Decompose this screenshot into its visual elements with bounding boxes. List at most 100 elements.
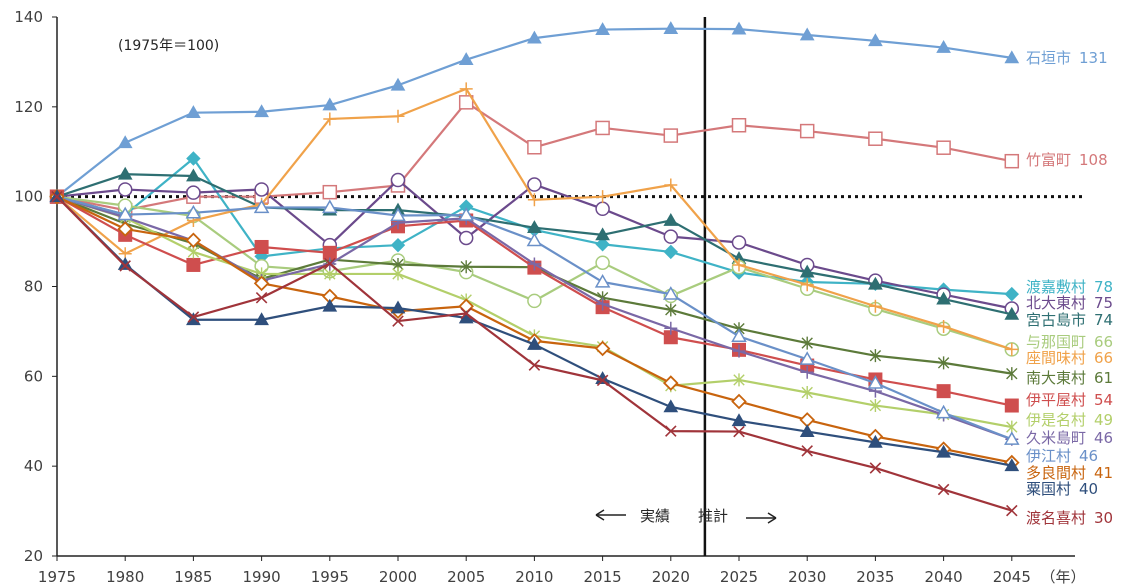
series-label-name: 渡嘉敷村 — [1026, 278, 1086, 296]
series-label: 渡名喜村 30 — [1026, 509, 1113, 527]
data-point — [458, 95, 474, 110]
data-point — [1004, 153, 1020, 169]
series-北大東村 — [49, 172, 1020, 316]
data-point — [460, 260, 472, 274]
series-渡名喜村 — [51, 190, 1018, 517]
data-point — [527, 140, 542, 155]
data-point — [527, 220, 542, 234]
data-point — [595, 237, 610, 252]
series-label: 座間味村 66 — [1026, 349, 1113, 367]
data-point — [733, 425, 745, 438]
data-point — [868, 131, 883, 146]
x-tick-label: 2020 — [652, 568, 690, 586]
data-point — [254, 104, 269, 118]
data-point — [867, 375, 884, 389]
data-point — [596, 190, 610, 204]
series-label-name: 与那国町 — [1026, 333, 1086, 351]
series-label-value: 66 — [1094, 333, 1113, 351]
data-point — [254, 239, 269, 254]
data-point — [117, 182, 133, 197]
series-label-name: 座間味村 — [1026, 349, 1086, 367]
series-label: 宮古島市 74 — [1026, 311, 1113, 329]
x-tick-label: 1975 — [38, 568, 76, 586]
data-point — [527, 293, 542, 309]
data-point — [800, 365, 814, 379]
data-point — [595, 201, 610, 217]
data-point — [460, 307, 472, 320]
data-point — [733, 373, 745, 387]
data-point — [663, 21, 679, 35]
data-point — [117, 206, 133, 221]
data-point — [392, 267, 404, 281]
data-point — [1006, 504, 1018, 517]
x-unit-label: （年） — [1040, 568, 1085, 586]
data-point — [869, 462, 882, 474]
series-label-value: 78 — [1094, 278, 1113, 296]
series-label-name: 渡名喜村 — [1026, 509, 1086, 527]
series-label-value: 54 — [1094, 391, 1113, 409]
index-note: (1975年＝100) — [118, 38, 219, 54]
y-tick-label: 120 — [14, 98, 43, 116]
series-label-name: 竹富町 — [1026, 151, 1071, 169]
data-point — [186, 151, 201, 166]
data-point — [458, 207, 474, 221]
data-point — [936, 384, 951, 399]
x-tick-label: 1990 — [243, 568, 281, 586]
data-point — [799, 123, 815, 139]
data-point — [595, 120, 610, 136]
data-point — [732, 258, 746, 272]
data-point — [935, 404, 952, 419]
data-point — [937, 319, 951, 333]
data-point — [936, 40, 951, 53]
data-point — [663, 399, 679, 413]
data-point — [665, 425, 677, 437]
data-point — [732, 344, 746, 358]
data-point — [390, 77, 406, 91]
data-point — [663, 212, 679, 226]
data-point — [528, 359, 541, 371]
data-point — [799, 27, 815, 41]
x-tick-label: 2000 — [379, 568, 417, 586]
data-point — [869, 349, 882, 363]
data-point — [185, 204, 202, 219]
data-point — [186, 105, 201, 119]
data-point — [801, 336, 813, 350]
x-tick-label: 1995 — [311, 568, 349, 586]
series-label-value: 41 — [1094, 464, 1113, 482]
data-point — [596, 374, 609, 387]
data-point — [390, 300, 406, 314]
data-point — [936, 291, 951, 305]
data-point — [799, 424, 815, 437]
data-point — [390, 207, 406, 222]
data-point — [390, 237, 406, 253]
actual-forecast-annotation: 実績 推計 — [595, 507, 777, 525]
series-label: 北大東村 75 — [1026, 294, 1113, 312]
data-point — [800, 278, 814, 292]
series-label-name: 南大東村 — [1026, 369, 1086, 387]
data-point — [663, 375, 679, 391]
series-label-value: 74 — [1094, 311, 1113, 329]
x-tick-label: 2045 — [993, 568, 1031, 586]
data-point — [663, 286, 679, 300]
x-tick-label: 2025 — [720, 568, 758, 586]
y-tick-label: 80 — [24, 278, 43, 296]
data-point — [322, 97, 338, 111]
series-伊江村 — [49, 188, 1020, 445]
data-point — [253, 199, 270, 214]
data-point — [937, 356, 950, 370]
series-label-name: 宮古島市 — [1026, 311, 1086, 329]
data-point — [1004, 50, 1020, 64]
data-point — [799, 264, 815, 278]
series-label: 久米島町 46 — [1026, 429, 1113, 447]
data-point — [799, 351, 815, 365]
y-tick-label: 40 — [24, 457, 43, 475]
data-point — [801, 386, 813, 400]
data-point — [254, 182, 269, 197]
series-label-value: 108 — [1079, 151, 1108, 169]
data-point — [663, 229, 679, 244]
data-point — [663, 244, 679, 260]
series-label: 伊平屋村 54 — [1026, 391, 1113, 409]
x-tick-label: 2040 — [925, 568, 963, 586]
